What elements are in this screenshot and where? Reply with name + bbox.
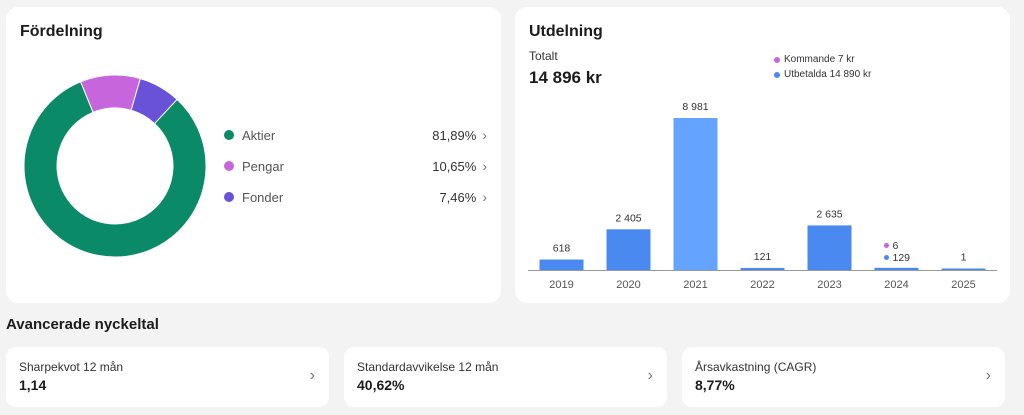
bar-value-label: 618 <box>553 243 571 255</box>
chevron-right-icon: › <box>985 367 991 384</box>
distribution-item-pengar[interactable]: Pengar 10,65% › <box>222 155 487 177</box>
chevron-right-icon: › <box>482 127 487 143</box>
chevron-right-icon: › <box>309 367 315 384</box>
kpi-label: Årsavkastning (CAGR) <box>695 360 817 374</box>
bar-value-label: 2 405 <box>615 212 641 224</box>
bar-value-label: 121 <box>754 251 772 263</box>
paid-value-label-dot <box>884 255 889 260</box>
bar-2023[interactable] <box>807 225 852 270</box>
distribution-item-label: Fonder <box>242 189 284 205</box>
advanced-title: Avancerade nyckeltal <box>6 316 159 333</box>
chevron-right-icon: › <box>482 158 487 174</box>
bar-2021[interactable] <box>673 118 718 270</box>
kpi-value: 40,62% <box>357 377 405 393</box>
kpi-cagr-card[interactable]: Årsavkastning (CAGR) 8,77% › <box>682 347 1005 407</box>
distribution-donut-chart <box>24 75 206 257</box>
distribution-item-fonder[interactable]: Fonder 7,46% › <box>222 186 487 208</box>
chevron-right-icon: › <box>647 367 653 384</box>
chevron-right-icon: › <box>482 189 487 205</box>
kpi-value: 1,14 <box>19 377 47 393</box>
bar-2022[interactable] <box>740 267 785 270</box>
bar-2024[interactable] <box>874 267 919 270</box>
kpi-label: Sharpekvot 12 mån <box>19 360 124 374</box>
distribution-item-value: 10,65% <box>432 158 477 174</box>
kpi-label: Standardavvikelse 12 mån <box>357 360 499 374</box>
bar-2019[interactable] <box>539 259 584 270</box>
x-tick-label: 2024 <box>884 279 908 291</box>
upcoming-value-label-dot <box>884 243 889 248</box>
dividend-title: Utdelning <box>529 23 603 40</box>
x-tick-label: 2022 <box>750 279 774 291</box>
paid-color-dot <box>774 71 780 78</box>
distribution-item-value: 81,89% <box>432 127 477 143</box>
dividend-bar-chart: 2019 618 2020 2 405 2021 8 981 2022 121 2023 2 63… <box>528 101 997 291</box>
kpi-sharpe-card[interactable]: Sharpekvot 12 mån 1,14 › <box>6 347 329 407</box>
legend-paid-label: Utbetalda 14 890 kr <box>784 69 872 80</box>
pengar-color-dot <box>224 161 234 171</box>
x-tick-label: 2020 <box>616 279 640 291</box>
kpi-stddev-card[interactable]: Standardavvikelse 12 mån 40,62% › <box>344 347 667 407</box>
upcoming-color-dot <box>774 56 780 63</box>
paid-value-label: 129 <box>893 252 911 264</box>
x-tick-label: 2019 <box>549 279 573 291</box>
donut-slice-aktier <box>24 81 206 257</box>
bar-2020[interactable] <box>606 229 651 270</box>
kpi-value: 8,77% <box>695 377 735 393</box>
legend-upcoming: Kommande 7 kr <box>774 54 855 65</box>
bar-2025[interactable] <box>941 268 986 271</box>
bar-value-label: 2 635 <box>816 208 842 220</box>
legend-paid: Utbetalda 14 890 kr <box>774 69 871 80</box>
total-label: Totalt <box>529 49 558 63</box>
x-tick-label: 2021 <box>683 279 707 291</box>
upcoming-value-label: 6 <box>893 240 899 252</box>
total-value: 14 896 kr <box>529 68 602 87</box>
distribution-title: Fördelning <box>20 23 103 40</box>
distribution-card: Fördelning Aktier 81,89% › Pengar 10,65%… <box>6 7 501 303</box>
aktier-color-dot <box>224 130 234 140</box>
distribution-item-label: Pengar <box>242 158 284 174</box>
fonder-color-dot <box>224 192 234 202</box>
distribution-item-aktier[interactable]: Aktier 81,89% › <box>222 124 487 146</box>
x-tick-label: 2023 <box>817 279 841 291</box>
dividend-card: Utdelning Totalt 14 896 kr Kommande 7 kr… <box>515 7 1010 303</box>
donut-slice-fonder <box>130 77 178 125</box>
bar-value-label: 8 981 <box>682 101 708 113</box>
legend-upcoming-label: Kommande 7 kr <box>784 54 855 65</box>
distribution-item-label: Aktier <box>242 127 276 143</box>
distribution-item-value: 7,46% <box>439 189 477 205</box>
bar-value-label: 1 <box>961 252 967 264</box>
x-tick-label: 2025 <box>951 279 975 291</box>
